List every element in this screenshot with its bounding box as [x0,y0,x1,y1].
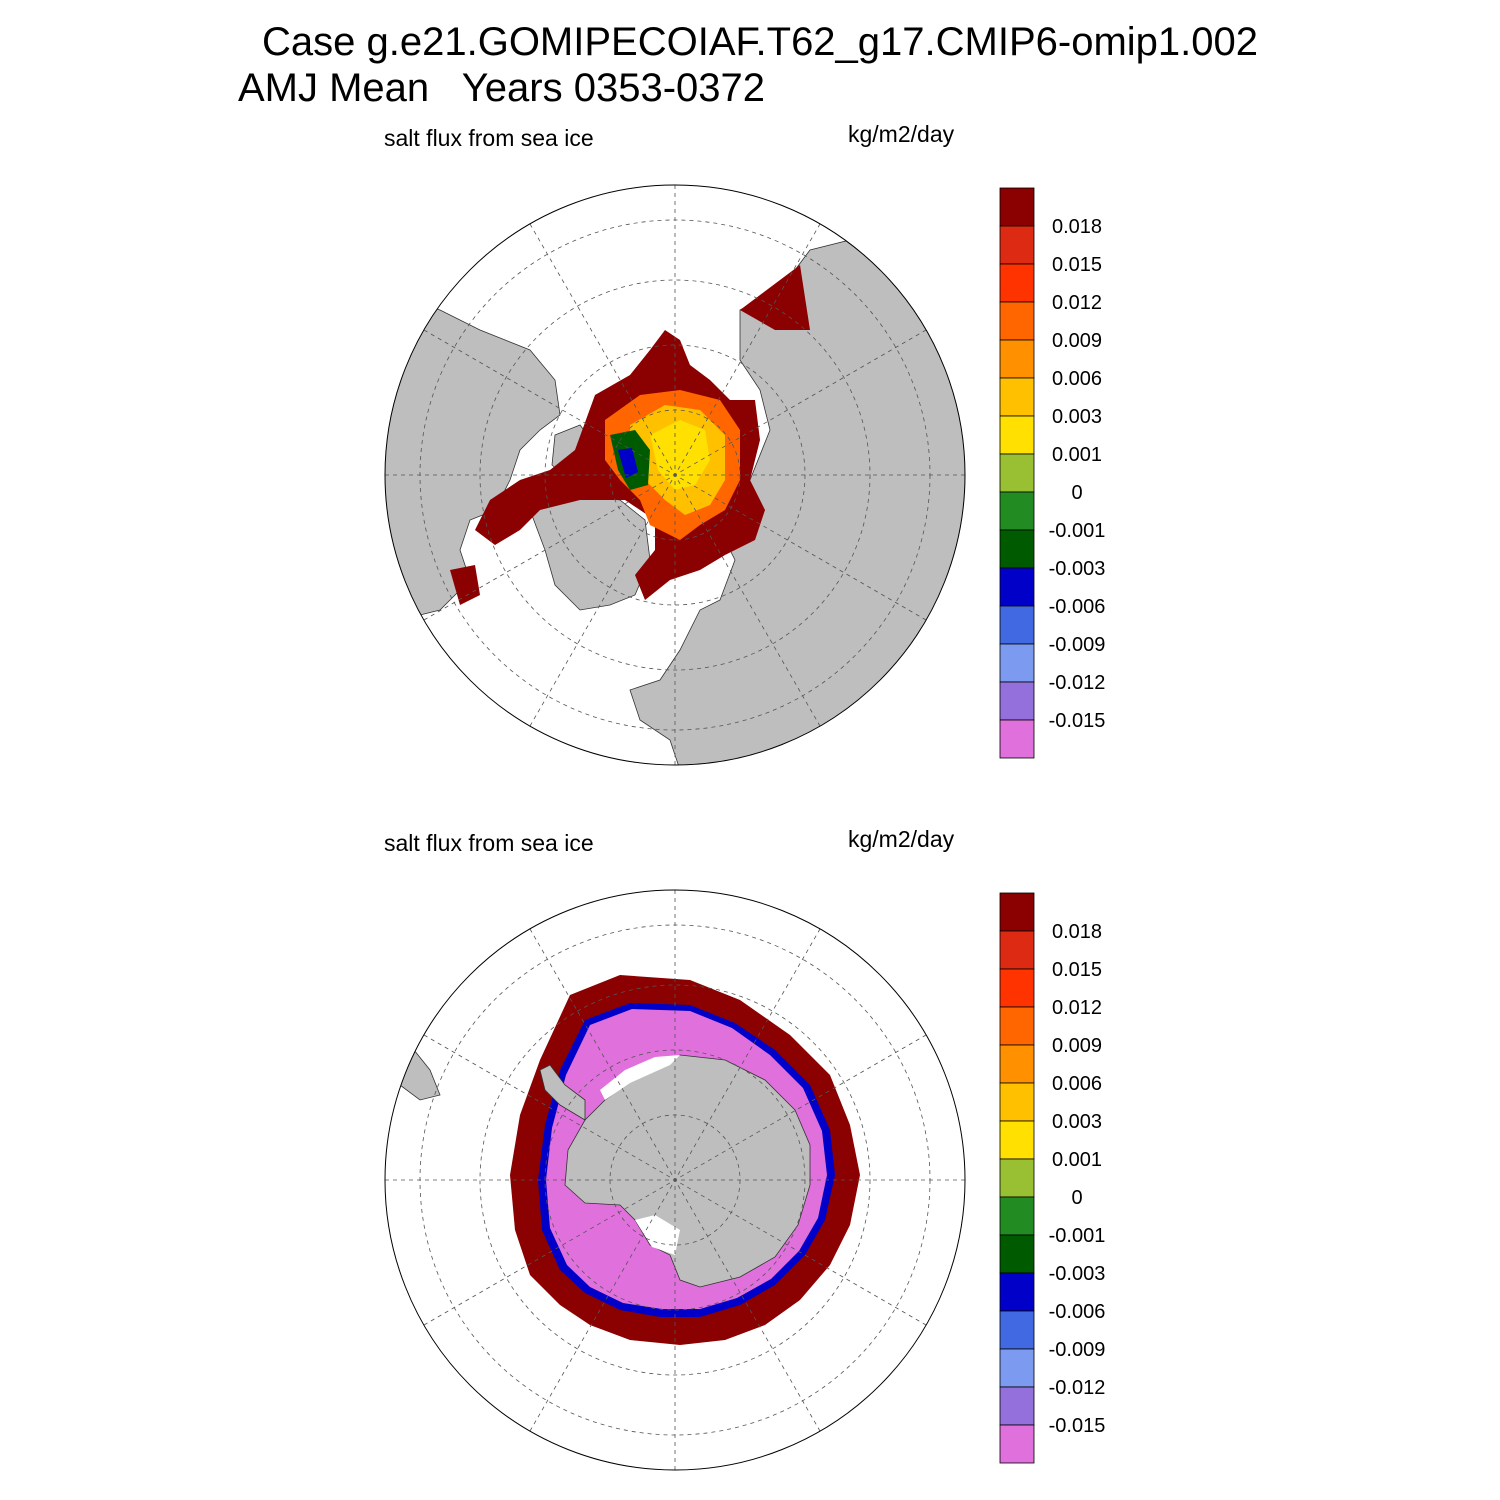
colorbar-swatch [999,225,1035,265]
north-polar-map [384,184,966,766]
colorbar-tick-label: -0.015 [1049,710,1106,732]
colorbar-swatch [999,892,1035,932]
colorbar-tick-label: -0.012 [1049,672,1106,694]
south-colorbar: 0.018 0.015 0.012 0.009 0.006 0.003 0.001 0 -0.0… [999,892,1106,1464]
colorbar-swatch [999,1082,1035,1122]
colorbar-tick-label: -0.001 [1049,1225,1106,1247]
colorbar-swatch [999,1272,1035,1312]
colorbar-tick-label: 0.018 [1052,216,1102,238]
colorbar-swatch [999,301,1035,341]
colorbar-tick-label: -0.009 [1049,634,1106,656]
flux-band-kamchatka [740,265,810,330]
colorbar-tick-label: -0.003 [1049,558,1106,580]
land-antarctica [564,1054,811,1288]
colorbar-swatch [999,1424,1035,1464]
colorbar-swatch [999,377,1035,417]
land-antarctic-peninsula [539,1064,586,1121]
colorbar-swatch [999,1310,1035,1350]
colorbar-tick-label: -0.001 [1049,520,1106,542]
graticule [385,890,965,1470]
colorbar-tick-label: 0.001 [1052,444,1102,466]
colorbar-tick-label: 0 [1071,482,1082,504]
south-panel-variable-label: salt flux from sea ice [384,830,594,856]
graticule [385,185,965,765]
colorbar-tick-label: -0.012 [1049,1377,1106,1399]
colorbar-tick-label: -0.009 [1049,1339,1106,1361]
colorbar-swatch [999,681,1035,721]
plot-title-line-1: Case g.e21.GOMIPECOIAF.T62_g17.CMIP6-omi… [262,20,1259,64]
colorbar-swatch [999,529,1035,569]
colorbar-tick-label: 0.006 [1052,1073,1102,1095]
flux-band-low-positive [650,420,710,490]
colorbar-tick-label: 0 [1071,1187,1082,1209]
south-polar-map [384,889,966,1471]
map-border [384,889,966,1471]
colorbar-swatch [999,1196,1035,1236]
colorbar-swatch [999,930,1035,970]
north-colorbar: 0.018 0.015 0.012 0.009 0.006 0.003 0.001 0 -0.0… [999,187,1106,759]
colorbar-swatch [999,1234,1035,1274]
land-north-america [385,289,561,621]
colorbar-swatch [999,605,1035,645]
flux-band-hudson [450,565,480,605]
colorbar-tick-label: 0.003 [1052,1111,1102,1133]
map-border [384,184,966,766]
colorbar-tick-label: 0.015 [1052,959,1102,981]
colorbar-tick-label: 0.001 [1052,1149,1102,1171]
colorbar-swatch [999,491,1035,531]
colorbar-tick-label: 0.003 [1052,406,1102,428]
colorbar-swatch [999,1120,1035,1160]
ice-shelf-ross [635,1215,680,1255]
flux-band-strong-negative [618,448,638,478]
colorbar-swatch [999,643,1035,683]
colorbar-swatch [999,567,1035,607]
colorbar-tick-label: -0.015 [1049,1415,1106,1437]
colorbar-swatch [999,1348,1035,1388]
colorbar-tick-label: 0.006 [1052,368,1102,390]
south-panel-units-label: kg/m2/day [848,826,955,852]
colorbar-tick-label: -0.006 [1049,1301,1106,1323]
colorbar-swatch [999,1044,1035,1084]
north-panel-units-label: kg/m2/day [848,121,955,147]
colorbar-swatch [999,1158,1035,1198]
colorbar-tick-label: 0.015 [1052,254,1102,276]
colorbar-swatch [999,968,1035,1008]
colorbar-swatch [999,415,1035,455]
colorbar-tick-label: 0.018 [1052,921,1102,943]
ice-shelf-weddell [600,1055,680,1100]
colorbar-swatch [999,339,1035,379]
colorbar-tick-label: 0.009 [1052,1035,1102,1057]
colorbar-swatch [999,719,1035,759]
colorbar-swatch [999,263,1035,303]
colorbar-swatch [999,1386,1035,1426]
colorbar-tick-label: 0.009 [1052,330,1102,352]
colorbar-tick-label: -0.003 [1049,1263,1106,1285]
colorbar-swatch [999,1006,1035,1046]
plot-title-line-2: AMJ Mean Years 0353-0372 [238,66,766,110]
colorbar-tick-label: 0.012 [1052,292,1102,314]
north-panel-variable-label: salt flux from sea ice [384,125,594,151]
colorbar-swatch [999,187,1035,227]
colorbar-tick-label: -0.006 [1049,596,1106,618]
colorbar-tick-label: 0.012 [1052,997,1102,1019]
colorbar-swatch [999,453,1035,493]
